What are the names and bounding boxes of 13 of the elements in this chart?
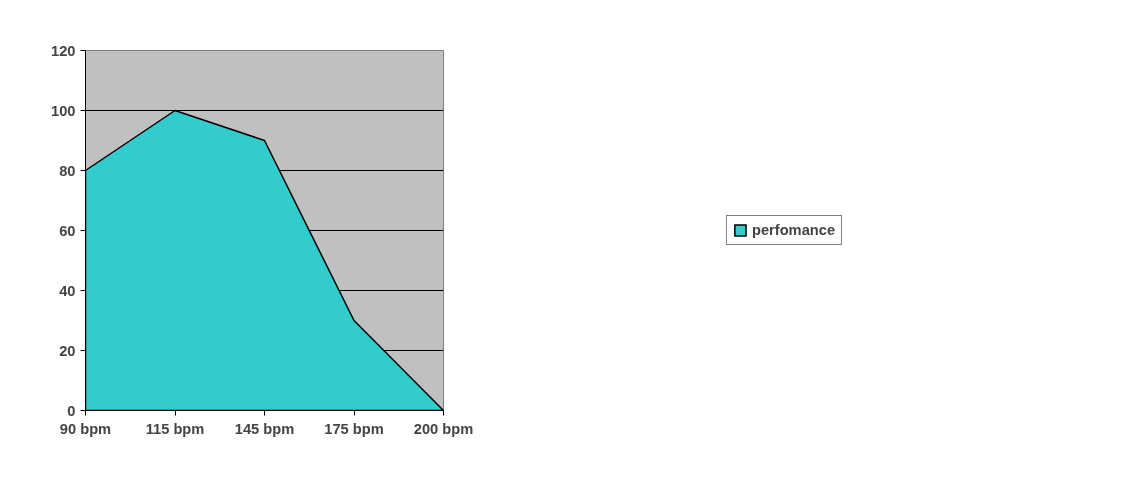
legend-label: perfomance xyxy=(751,222,836,238)
x-tick-label: 145 bpm xyxy=(234,420,295,437)
y-tick-label: 40 xyxy=(59,282,76,299)
y-tick-label: 120 xyxy=(51,42,76,59)
y-tick-label: 80 xyxy=(59,162,76,179)
y-tick-label: 60 xyxy=(59,222,76,239)
x-tick-label: 200 bpm xyxy=(413,420,474,437)
x-tick-label: 115 bpm xyxy=(145,420,205,437)
x-tick-label: 90 bpm xyxy=(59,420,112,437)
y-tick-label: 20 xyxy=(59,342,76,359)
x-tick-label: 175 bpm xyxy=(324,420,384,437)
y-tick-label: 100 xyxy=(51,102,76,119)
y-tick-label: 0 xyxy=(67,402,76,419)
